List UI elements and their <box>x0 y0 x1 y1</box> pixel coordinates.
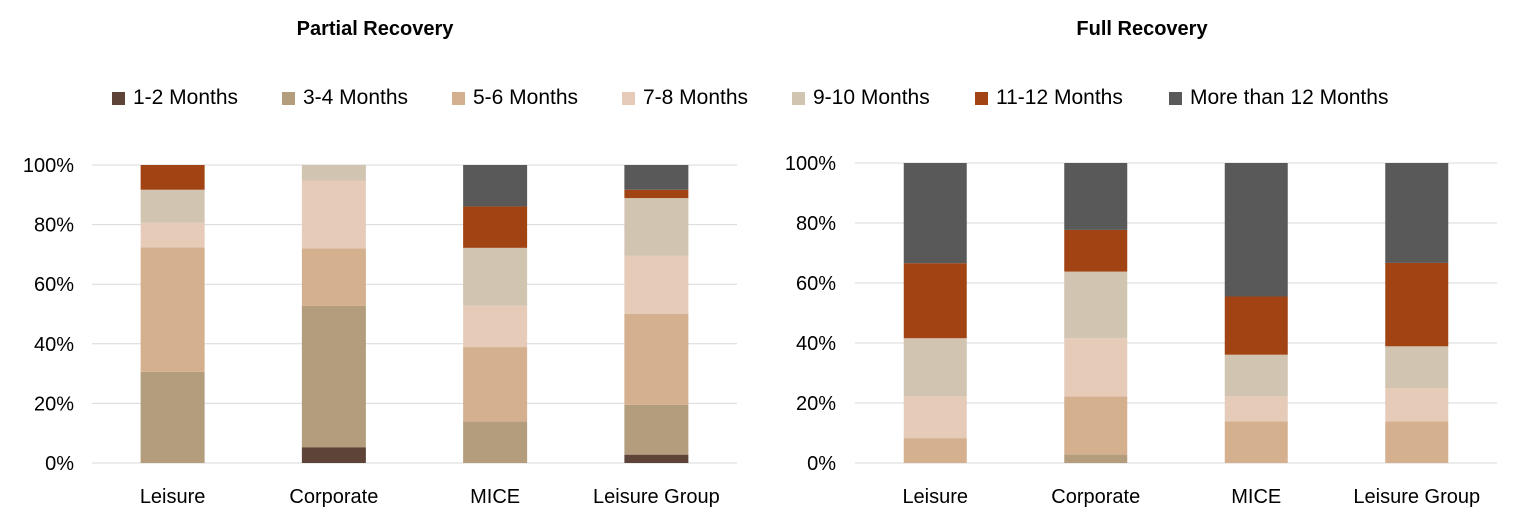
x-tick-label: Corporate <box>289 486 378 508</box>
x-tick-label: Leisure <box>140 486 206 508</box>
x-tick-label: MICE <box>470 486 520 508</box>
legend-swatch <box>1169 91 1182 105</box>
legend: 1-2 Months 3-4 Months 5-6 Months 7-8 Mon… <box>0 86 1517 114</box>
bar-segment <box>1224 396 1288 422</box>
bar-segment <box>624 165 689 190</box>
bar-segment <box>624 404 689 455</box>
y-tick-label: 40% <box>34 334 74 356</box>
legend-label: 1-2 Months <box>133 86 239 109</box>
bar-segment <box>1064 229 1128 272</box>
legend-item-5-6-months: 5-6 Months <box>452 86 578 110</box>
legend-item-3-4-months: 3-4 Months <box>282 86 408 110</box>
legend-label: 7-8 Months <box>643 86 749 109</box>
bar-segment <box>140 222 205 248</box>
y-tick-label: 100% <box>785 153 836 175</box>
bar-segment <box>903 163 967 264</box>
x-tick-label: Corporate <box>1051 486 1140 508</box>
bar-segment <box>624 255 689 314</box>
bar-segment <box>1064 271 1128 339</box>
bar-segment <box>1385 388 1449 422</box>
bar-segment <box>1224 296 1288 355</box>
bar-segment <box>1224 163 1288 297</box>
bar-segment <box>1385 262 1449 347</box>
bar-segment <box>463 165 528 207</box>
chart-title-partial-recovery: Partial Recovery <box>296 18 454 40</box>
bar-segment <box>301 248 366 306</box>
y-tick-label: 80% <box>796 213 836 235</box>
legend-label: 3-4 Months <box>303 86 409 109</box>
y-tick-label: 0% <box>45 453 74 475</box>
bar-segment <box>903 396 967 439</box>
legend-label: 11-12 Months <box>996 86 1123 109</box>
y-tick-label: 60% <box>34 274 74 296</box>
y-tick-label: 20% <box>796 393 836 415</box>
y-tick-label: 80% <box>34 215 74 237</box>
legend-item-9-10-months: 9-10 Months <box>792 86 930 110</box>
legend-swatch <box>452 91 465 105</box>
y-tick-label: 100% <box>23 155 74 177</box>
x-tick-label: Leisure Group <box>1353 486 1480 508</box>
chart-panel-0: 0% 20% 40% 60% 80% 100% Leisure Corporate MICE Le… <box>23 155 737 508</box>
legend-swatch <box>792 91 805 105</box>
y-tick-label: 20% <box>34 393 74 415</box>
legend-swatch <box>282 91 295 105</box>
bar-segment <box>624 313 689 405</box>
legend-item-11-12-months: 11-12 Months <box>975 86 1123 110</box>
bar-segment <box>301 447 366 463</box>
bar-segment <box>903 438 967 463</box>
bar-segment <box>1064 454 1128 463</box>
bar-segment <box>463 247 528 306</box>
bar-segment <box>1224 354 1288 397</box>
legend-swatch <box>975 91 988 105</box>
y-tick-label: 60% <box>796 273 836 295</box>
bar-segment <box>140 189 205 223</box>
bar-segment <box>140 247 205 372</box>
chart-title-full-recovery: Full Recovery <box>1076 18 1208 40</box>
y-tick-label: 0% <box>807 453 836 475</box>
bar-segment <box>624 198 689 256</box>
legend-label: 5-6 Months <box>473 86 579 109</box>
bar-segment <box>624 454 689 463</box>
bar-segment <box>903 263 967 339</box>
legend-swatch <box>112 91 125 105</box>
bar-segment <box>301 305 366 448</box>
legend-item-7-8-months: 7-8 Months <box>622 86 748 110</box>
bar-segment <box>1224 421 1288 463</box>
bar-segment <box>1064 163 1128 230</box>
bar-segment <box>463 421 528 463</box>
legend-label: More than 12 Months <box>1190 86 1389 109</box>
y-tick-label: 40% <box>796 333 836 355</box>
bar-segment <box>140 165 205 190</box>
bar-segment <box>1064 338 1128 397</box>
chart-panel-1: 0% 20% 40% 60% 80% 100% Leisure Corporate MICE Le… <box>785 153 1497 508</box>
bar-segment <box>1064 396 1128 455</box>
bar-segment <box>140 371 205 463</box>
x-tick-label: Leisure Group <box>593 486 720 508</box>
legend-swatch <box>622 91 635 105</box>
bar-segment <box>463 347 528 422</box>
bar-segment <box>463 305 528 348</box>
bar-segment <box>301 165 366 181</box>
legend-item-more-than-12-months: More than 12 Months <box>1169 86 1388 110</box>
bar-segment <box>903 338 967 397</box>
bar-segment <box>624 189 689 199</box>
bar-segment <box>463 206 528 248</box>
x-tick-label: Leisure <box>902 486 968 508</box>
legend-label: 9-10 Months <box>813 86 930 109</box>
legend-item-1-2-months: 1-2 Months <box>112 86 238 110</box>
x-tick-label: MICE <box>1231 486 1281 508</box>
bar-segment <box>1385 346 1449 388</box>
bar-segment <box>1385 163 1449 263</box>
bar-segment <box>301 180 366 249</box>
bar-segment <box>1385 421 1449 463</box>
